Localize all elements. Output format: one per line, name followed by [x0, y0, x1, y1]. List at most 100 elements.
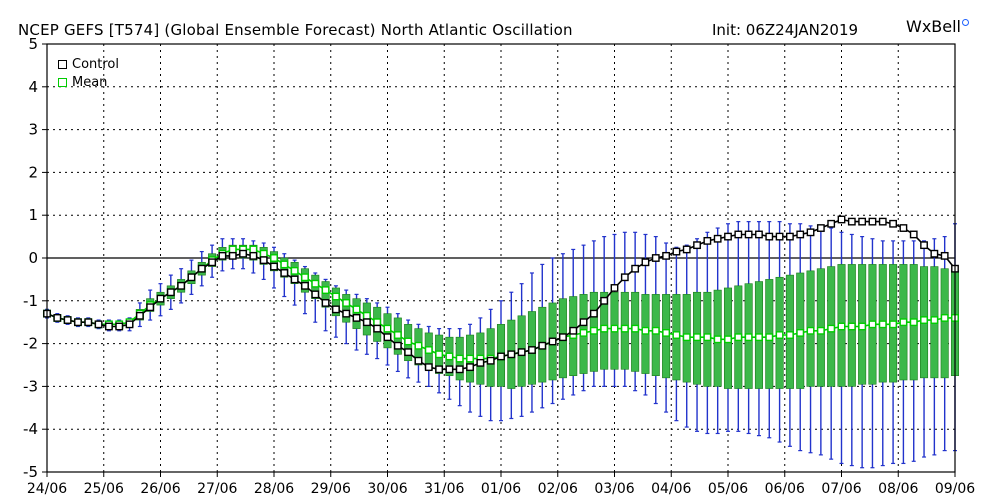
control-point: [734, 230, 743, 239]
control-point: [744, 230, 753, 239]
mean-point: [662, 329, 670, 337]
control-marker-icon: [58, 60, 67, 69]
control-point: [208, 258, 216, 267]
spread-box: [331, 287, 340, 317]
mean-point: [765, 333, 774, 342]
legend-item-mean: Mean: [58, 75, 107, 90]
x-tick-label: 05/06: [708, 481, 748, 497]
mean-point: [744, 333, 753, 342]
x-tick-label: 25/06: [84, 481, 124, 497]
control-point: [404, 348, 413, 357]
control-point: [280, 269, 289, 277]
control-point: [135, 311, 144, 320]
control-point: [105, 322, 113, 331]
control-point: [332, 305, 340, 314]
control-point: [301, 281, 309, 290]
spread-box: [352, 298, 361, 329]
control-point: [868, 217, 877, 226]
mean-point: [724, 335, 732, 344]
y-axis-labels: 5 4 3 2 1 0 -1 -2 -3 -4 -5: [23, 35, 38, 481]
control-point: [610, 284, 619, 292]
control-point: [837, 215, 846, 224]
x-axis-labels: 24/06 25/06 26/06 27/06 28/06 29/06 30/06 31/06…: [27, 481, 975, 497]
control-point: [259, 256, 268, 265]
mean-point: [259, 249, 268, 258]
mean-point: [290, 266, 299, 275]
control-point: [796, 230, 805, 239]
control-point: [641, 258, 650, 267]
control-point: [889, 219, 897, 228]
mean-point: [342, 299, 351, 307]
control-point: [115, 322, 124, 331]
mean-point: [755, 333, 763, 342]
control-point: [362, 318, 371, 327]
y-tick-label: -2: [23, 335, 38, 353]
mean-point: [796, 329, 805, 337]
control-point: [755, 230, 763, 239]
chart-title: NCEP GEFS [T574] (Global Ensemble Foreca…: [18, 21, 573, 39]
mean-point: [631, 324, 640, 333]
x-tick-label: 30/06: [367, 481, 407, 497]
mean-point: [435, 350, 443, 359]
control-point: [228, 251, 237, 260]
control-point: [517, 348, 526, 357]
control-point: [713, 234, 722, 243]
control-point: [486, 356, 495, 365]
mean-point: [682, 333, 691, 342]
control-point: [239, 249, 247, 258]
y-tick-label: -3: [23, 377, 38, 395]
control-point: [156, 294, 165, 303]
x-tick-label: 26/06: [140, 481, 180, 497]
mean-point: [868, 320, 877, 329]
y-tick-label: -5: [23, 463, 38, 481]
control-point: [414, 356, 423, 365]
mean-point: [301, 273, 309, 282]
legend-item-control: Control: [58, 57, 119, 72]
mean-point: [424, 346, 433, 354]
control-point: [816, 224, 825, 232]
mean-point: [321, 286, 330, 294]
control-point: [620, 273, 629, 282]
control-point: [827, 219, 836, 228]
control-point: [270, 262, 278, 271]
mean-point: [806, 326, 815, 335]
mean-marker-icon: [58, 78, 67, 87]
brand-logo: WxBell: [906, 17, 969, 36]
x-tick-label: 03/06: [594, 481, 634, 497]
control-point: [579, 318, 588, 327]
mean-point: [332, 292, 340, 301]
x-tick-label: 01/06: [481, 481, 521, 497]
mean-point: [909, 318, 918, 327]
control-point: [920, 241, 928, 250]
control-point: [435, 365, 443, 374]
control-point: [528, 346, 536, 354]
control-point: [84, 318, 93, 327]
control-point: [693, 241, 701, 250]
mean-point: [878, 320, 887, 329]
mean-point: [775, 331, 784, 339]
mean-point: [311, 279, 320, 288]
control-point: [600, 296, 609, 305]
mean-point: [373, 318, 382, 327]
mean-point: [280, 260, 289, 269]
mean-point: [940, 314, 949, 322]
y-tick-label: -4: [23, 420, 38, 438]
x-tick-label: 02/06: [538, 481, 578, 497]
control-point: [775, 232, 784, 241]
control-point: [166, 288, 175, 297]
control-point: [342, 309, 351, 318]
control-point: [352, 314, 361, 322]
mean-point: [270, 254, 278, 262]
y-tick-label: 2: [28, 163, 38, 181]
x-tick-label: 29/06: [311, 481, 351, 497]
control-point: [899, 224, 908, 232]
control-point: [74, 318, 82, 327]
control-point: [786, 232, 794, 241]
mean-point: [930, 316, 939, 324]
control-point: [930, 249, 939, 258]
control-point: [249, 251, 258, 260]
control-point: [631, 264, 640, 273]
x-tick-label: 04/06: [651, 481, 691, 497]
control-point: [662, 251, 670, 260]
